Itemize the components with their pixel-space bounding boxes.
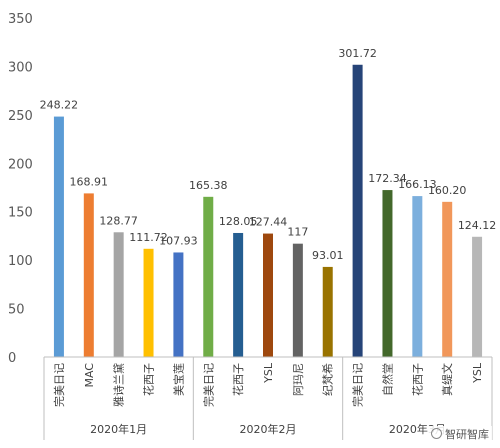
- bar-1-5: [173, 252, 184, 357]
- y-tick-label: 200: [8, 157, 33, 172]
- bar-3-3: [412, 196, 423, 357]
- bar-series: [53, 64, 483, 357]
- y-tick-label: 250: [8, 109, 33, 124]
- category-label: MAC: [83, 363, 96, 388]
- data-label: 168.91: [70, 175, 109, 188]
- category-label: 完美日记: [201, 363, 215, 407]
- category-label: 花西子: [143, 363, 156, 396]
- data-label: 160.20: [428, 184, 467, 197]
- data-label: 166.13: [398, 178, 437, 191]
- data-label: 128.77: [99, 214, 138, 227]
- bar-2-1: [203, 196, 214, 357]
- y-axis: 0 50 100 150 200 250 300 350: [8, 12, 33, 366]
- y-tick-label: 300: [8, 60, 33, 75]
- bar-2-4: [292, 243, 303, 357]
- watermark-text: 智研智库: [445, 428, 489, 441]
- data-label: 172.34: [368, 172, 407, 185]
- watermark: 智研智库: [428, 426, 492, 442]
- category-label: YSL: [262, 362, 275, 384]
- category-label: 花西子: [232, 363, 245, 396]
- y-tick-label: 0: [8, 351, 16, 366]
- data-label: 248.22: [40, 99, 79, 112]
- bar-1-3: [113, 232, 124, 357]
- data-label: 127.44: [249, 216, 288, 229]
- bar-1-4: [143, 248, 154, 357]
- y-tick-label: 100: [8, 254, 33, 269]
- data-label: 165.38: [189, 179, 228, 192]
- data-label: 117: [287, 226, 308, 239]
- category-label: YSL: [471, 362, 484, 384]
- data-label: 128.05: [219, 215, 258, 228]
- y-tick-label: 350: [8, 12, 33, 27]
- y-tick-label: 50: [8, 303, 25, 318]
- bar-2-5: [322, 266, 333, 357]
- data-label: 93.01: [312, 249, 344, 262]
- group-label: 2020年2月: [240, 422, 297, 436]
- category-label: 雅诗兰黛: [112, 363, 126, 407]
- circle-logo-icon: [431, 428, 442, 439]
- bar-1-1: [53, 116, 64, 357]
- category-label: 自然堂: [380, 363, 394, 396]
- y-tick-label: 150: [8, 206, 33, 221]
- category-label: 真缇文: [440, 363, 454, 396]
- bar-3-2: [382, 190, 393, 357]
- category-label: 美宝莲: [171, 363, 185, 396]
- bar-1-2: [83, 193, 94, 357]
- category-label: 完美日记: [52, 363, 66, 407]
- x-axis: 完美日记 MAC 雅诗兰黛 花西子 美宝莲 2020年1月 完美日记 花西子 YSL 阿玛尼 纪梵希…: [43, 356, 493, 440]
- bar-3-4: [442, 201, 453, 357]
- category-label: 花西子: [411, 363, 424, 396]
- bar-2-3: [263, 233, 273, 357]
- data-label: 111.72: [129, 231, 168, 244]
- data-label: 124.12: [458, 219, 497, 232]
- group-label: 2020年1月: [90, 422, 147, 436]
- category-label: 阿玛尼: [292, 363, 305, 396]
- data-label: 107.93: [159, 234, 198, 247]
- category-label: 完美日记: [351, 363, 365, 407]
- bar-2-2: [233, 232, 244, 357]
- bar-3-5: [472, 236, 483, 357]
- data-label: 301.72: [338, 47, 377, 60]
- category-label: 纪梵希: [321, 363, 335, 396]
- bar-3-1: [352, 64, 363, 357]
